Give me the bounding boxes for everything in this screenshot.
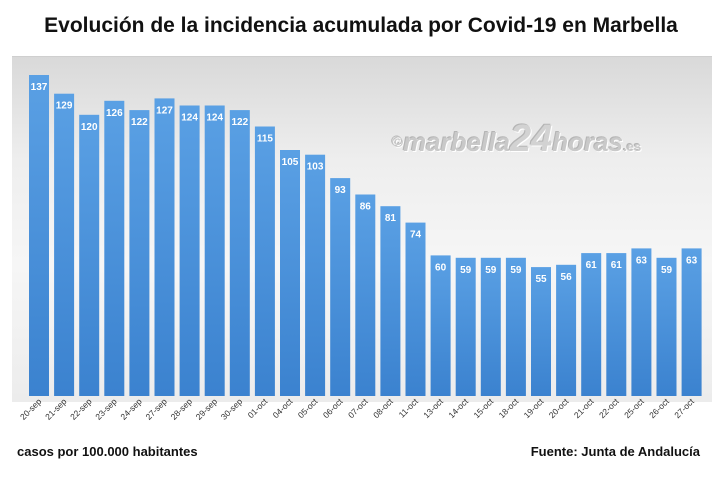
- data-label-20-sep: 137: [31, 82, 48, 93]
- x-tick-label-13-oct: 13-oct: [421, 396, 445, 420]
- data-label-27-oct: 63: [686, 255, 698, 266]
- bar-04-oct: [280, 150, 300, 396]
- bar-27-oct: [681, 248, 702, 396]
- data-label-28-sep: 124: [181, 113, 198, 124]
- x-tick-label-22-sep: 22-sep: [68, 396, 94, 422]
- bar-30-sep: [229, 110, 250, 396]
- units-note: casos por 100.000 habitantes: [17, 444, 198, 459]
- x-tick-label-26-oct: 26-oct: [647, 396, 671, 420]
- data-label-23-sep: 126: [106, 108, 123, 119]
- bar-27-sep: [154, 98, 175, 397]
- data-label-14-oct: 59: [460, 265, 472, 276]
- x-tick-label-20-sep: 20-sep: [18, 396, 44, 422]
- data-label-04-oct: 105: [282, 157, 299, 168]
- data-label-13-oct: 60: [435, 262, 447, 273]
- data-label-24-sep: 122: [131, 117, 148, 128]
- x-tick-label-27-oct: 27-oct: [672, 396, 696, 420]
- data-label-19-oct: 55: [535, 274, 547, 285]
- data-label-27-sep: 127: [156, 105, 173, 116]
- bar-24-sep: [129, 110, 150, 396]
- bar-13-oct: [430, 255, 451, 396]
- x-tick-label-27-sep: 27-sep: [143, 396, 169, 422]
- bar-23-sep: [104, 100, 125, 397]
- bar-22-sep: [79, 114, 100, 397]
- watermark-logo: ©marbella24horas.es: [392, 118, 641, 161]
- bar-20-oct: [556, 264, 577, 396]
- bar-18-oct: [505, 257, 526, 396]
- data-label-11-oct: 74: [410, 230, 422, 241]
- bar-08-oct: [380, 206, 401, 396]
- bar-22-oct: [606, 253, 627, 396]
- data-label-05-oct: 103: [307, 162, 324, 173]
- watermark-part4: .es: [623, 139, 642, 154]
- x-tick-label-14-oct: 14-oct: [446, 396, 470, 420]
- x-tick-label-28-sep: 28-sep: [169, 396, 195, 422]
- bar-01-oct: [254, 126, 275, 396]
- watermark-copyright: ©: [392, 134, 404, 151]
- x-tick-label-11-oct: 11-oct: [397, 396, 421, 420]
- bar-26-oct: [656, 257, 677, 396]
- x-tick-label-01-oct: 01-oct: [246, 396, 270, 420]
- x-tick-label-21-oct: 21-oct: [572, 396, 596, 420]
- data-label-22-oct: 61: [611, 260, 623, 271]
- x-tick-label-25-oct: 25-oct: [622, 396, 646, 420]
- data-label-30-sep: 122: [231, 117, 248, 128]
- x-tick-label-29-sep: 29-sep: [194, 396, 220, 422]
- x-tick-label-04-oct: 04-oct: [271, 396, 295, 420]
- data-label-25-oct: 63: [636, 255, 648, 266]
- bar-05-oct: [305, 154, 326, 396]
- data-label-01-oct: 115: [257, 134, 274, 145]
- chart-title: Evolución de la incidencia acumulada por…: [44, 14, 678, 37]
- bar-11-oct: [405, 222, 426, 396]
- x-tick-label-15-oct: 15-oct: [471, 396, 495, 420]
- data-label-22-sep: 120: [81, 122, 98, 133]
- bar-14-oct: [455, 257, 476, 396]
- x-tick-label-18-oct: 18-oct: [497, 396, 521, 420]
- x-tick-label-30-sep: 30-sep: [219, 396, 245, 422]
- bar-29-sep: [204, 105, 225, 396]
- x-tick-label-20-oct: 20-oct: [547, 396, 571, 420]
- x-tick-label-19-oct: 19-oct: [522, 396, 546, 420]
- data-label-26-oct: 59: [661, 265, 673, 276]
- bar-25-oct: [631, 248, 652, 396]
- bar-21-sep: [54, 93, 75, 396]
- x-tick-label-22-oct: 22-oct: [597, 396, 621, 420]
- x-tick-label-06-oct: 06-oct: [321, 396, 345, 420]
- x-tick-label-24-sep: 24-sep: [118, 396, 144, 422]
- x-tick-label-08-oct: 08-oct: [371, 396, 395, 420]
- bar-07-oct: [355, 194, 376, 396]
- bar-19-oct: [531, 267, 551, 396]
- bar-28-sep: [179, 105, 200, 396]
- x-tick-label-23-sep: 23-sep: [93, 396, 119, 422]
- data-label-21-sep: 129: [56, 101, 73, 112]
- watermark-part2: 24: [510, 118, 553, 160]
- watermark-part3: horas: [552, 127, 624, 157]
- data-label-29-sep: 124: [206, 113, 223, 124]
- x-tick-label-21-sep: 21-sep: [43, 396, 69, 422]
- data-label-18-oct: 59: [510, 265, 522, 276]
- data-label-07-oct: 86: [360, 202, 372, 213]
- data-label-21-oct: 61: [586, 260, 598, 271]
- data-label-20-oct: 56: [561, 272, 573, 283]
- bar-20-sep: [29, 75, 49, 396]
- data-label-08-oct: 81: [385, 213, 397, 224]
- data-label-15-oct: 59: [485, 265, 497, 276]
- bar-06-oct: [330, 178, 351, 396]
- data-label-06-oct: 93: [335, 185, 347, 196]
- x-tick-label-07-oct: 07-oct: [346, 396, 370, 420]
- bar-15-oct: [480, 257, 501, 396]
- watermark-part1: marbella: [403, 127, 511, 157]
- bar-21-oct: [581, 253, 602, 396]
- x-tick-label-05-oct: 05-oct: [296, 396, 320, 420]
- source-note: Fuente: Junta de Andalucía: [530, 444, 700, 459]
